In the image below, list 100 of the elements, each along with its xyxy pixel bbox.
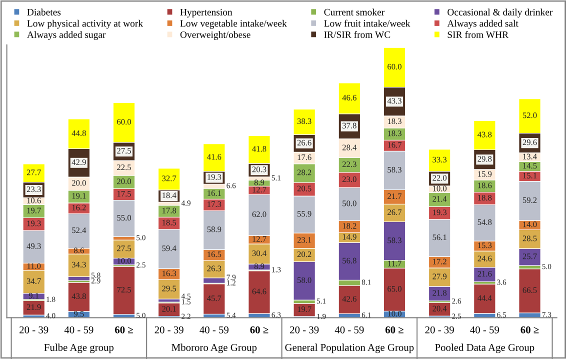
data-label: 23.1: [297, 237, 312, 243]
data-label: 42.9: [72, 159, 86, 165]
data-label: 19.3: [433, 210, 447, 216]
data-label: 14.9: [342, 234, 356, 240]
data-label: 49.3: [26, 243, 41, 249]
data-label: 20.5: [297, 186, 312, 192]
data-label: 15.3: [478, 242, 492, 248]
data-label: 26.7: [388, 209, 402, 216]
data-label: 24.6: [478, 256, 492, 262]
x-tick-label: 40 - 59: [470, 326, 499, 334]
data-label: 16.1: [208, 190, 221, 196]
data-label: 21.9: [26, 304, 41, 310]
data-label: 38.3: [297, 118, 312, 124]
legend-label: SIR from WHR: [448, 31, 509, 38]
data-label: 56.1: [432, 234, 446, 240]
x-tick-label: 40 - 59: [64, 326, 94, 334]
data-label: 17.3: [208, 201, 222, 207]
data-label: 54.8: [478, 219, 492, 225]
legend-label: Low physical activity at work: [27, 20, 144, 29]
data-label: 34.3: [72, 262, 86, 268]
data-label: 18.4: [162, 192, 176, 198]
data-label: 28.4: [342, 144, 357, 150]
data-label: 66.5: [522, 287, 537, 294]
data-label: 62.0: [252, 211, 266, 218]
data-label: 23.3: [26, 186, 41, 192]
data-label: 11.0: [27, 263, 41, 269]
text: Pooled Data Age Group: [435, 344, 534, 354]
data-label: 58.9: [207, 226, 222, 232]
data-label: 19.7: [298, 306, 312, 312]
data-label: 46.6: [342, 94, 356, 101]
x-tick-label: 60 ≥: [385, 326, 404, 334]
legend-label: Diabetes: [27, 8, 61, 16]
data-label: 30.4: [252, 250, 266, 256]
data-label: 18.2: [342, 223, 356, 229]
data-label: 43.8: [478, 132, 492, 138]
data-label: 21.8: [432, 290, 447, 296]
data-label: 50.0: [342, 200, 356, 206]
data-label: 44.8: [72, 130, 86, 136]
data-label: 15.1: [523, 172, 537, 178]
data-label: 10.0: [117, 258, 131, 264]
x-tick-label: 40 - 59: [200, 326, 229, 334]
data-label: 18.6: [478, 182, 492, 188]
data-label: 8.9: [254, 180, 264, 186]
data-label: 29.5: [162, 286, 176, 292]
data-label: 20.0: [72, 180, 86, 186]
data-label: 9.5: [74, 311, 84, 317]
legend-label: Low vegetable intake/week: [180, 20, 287, 29]
legend-label: Always added salt: [447, 20, 518, 29]
data-label: 20.4: [432, 306, 447, 312]
data-label: 14.0: [523, 222, 537, 228]
legend-label: Hypertension: [180, 8, 232, 18]
data-label: 52.4: [72, 227, 86, 234]
legend-label: Low fruit intake/week: [324, 20, 410, 27]
data-label: 14.5: [523, 163, 537, 169]
data-label: 19.1: [72, 193, 86, 199]
data-label: 19.3: [208, 174, 222, 180]
data-label: 16.7: [388, 142, 402, 148]
data-label: 59.4: [162, 246, 176, 252]
data-label: 41.6: [207, 154, 222, 160]
text: Fulbe Age group: [44, 344, 114, 354]
data-label: 27.7: [26, 170, 41, 176]
data-label: 32.7: [162, 176, 176, 182]
data-label: 22.3: [342, 161, 356, 168]
data-label: 41.8: [252, 146, 266, 152]
data-label: 27.5: [117, 148, 131, 154]
x-tick-label: 60 ≥: [250, 326, 268, 334]
data-label: 19.3: [27, 220, 41, 226]
data-label: 42.6: [342, 296, 356, 302]
data-label: 22.0: [432, 175, 447, 181]
legend-label: Current smoker: [324, 8, 384, 16]
data-label: 17.8: [162, 208, 176, 214]
text: Mbororo Age Group: [172, 344, 257, 354]
data-label: 12.7: [252, 186, 266, 192]
data-label: 34.7: [26, 278, 41, 284]
data-label: 18.3: [388, 118, 402, 124]
data-label: 20.2: [297, 251, 312, 258]
data-label: 12.7: [252, 236, 266, 242]
data-label: 10.0: [433, 186, 447, 192]
x-tick-label: 20 - 39: [154, 326, 184, 334]
data-label: 22.5: [117, 164, 131, 170]
legend-label: Occasional & daily drinker: [448, 8, 553, 18]
data-label: 10.6: [27, 198, 41, 204]
data-label: 8.9: [254, 263, 264, 270]
data-label: 55.9: [298, 211, 312, 217]
x-tick-label: 40 - 59: [334, 326, 364, 334]
data-label: 21.4: [432, 196, 447, 202]
data-label: 45.7: [207, 296, 222, 302]
data-label: 65.0: [388, 286, 402, 292]
data-label: 27.5: [117, 246, 131, 252]
data-label: 20.1: [162, 306, 176, 312]
data-label: 11.7: [388, 260, 402, 266]
data-label: 16.5: [208, 252, 222, 258]
x-tick-label: 20 - 39: [290, 326, 319, 334]
data-label: 58.3: [388, 238, 402, 244]
data-label: 64.6: [252, 288, 266, 294]
data-label: 20.0: [117, 178, 131, 184]
data-label: 16.3: [162, 270, 176, 276]
x-tick-label: 20 - 39: [20, 326, 48, 334]
data-label: 21.7: [388, 193, 402, 200]
data-label: 72.5: [117, 286, 131, 293]
